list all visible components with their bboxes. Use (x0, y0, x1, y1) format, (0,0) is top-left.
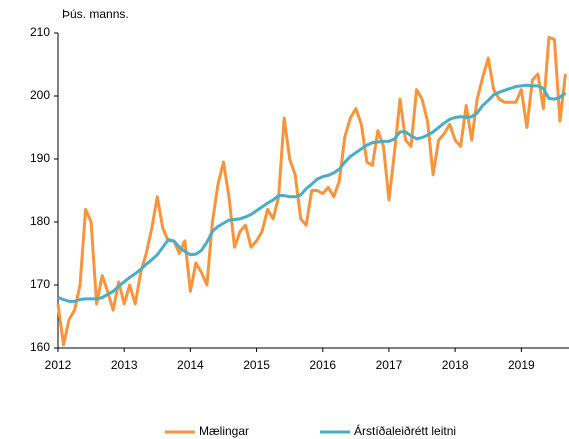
x-tick-label: 2019 (508, 358, 535, 372)
x-tick-label: 2012 (45, 358, 72, 372)
x-tick-label: 2016 (309, 358, 336, 372)
y-tick-label: 210 (30, 25, 50, 39)
y-axis-label: Þús. manns. (62, 7, 129, 21)
legend-label: Mælingar (199, 424, 249, 438)
legend-label: Árstíðaleiðrétt leitni (354, 423, 456, 438)
x-tick-label: 2018 (442, 358, 469, 372)
x-tick-label: 2017 (376, 358, 403, 372)
y-tick-label: 170 (30, 277, 50, 291)
y-tick-label: 180 (30, 214, 50, 228)
y-tick-label: 200 (30, 88, 50, 102)
data-line (57, 83, 567, 303)
data-line (56, 35, 567, 347)
x-tick-label: 2014 (177, 358, 204, 372)
y-tick-label: 160 (30, 340, 50, 354)
x-tick-label: 2015 (243, 358, 270, 372)
x-tick-label: 2013 (111, 358, 138, 372)
y-tick-label: 190 (30, 151, 50, 165)
